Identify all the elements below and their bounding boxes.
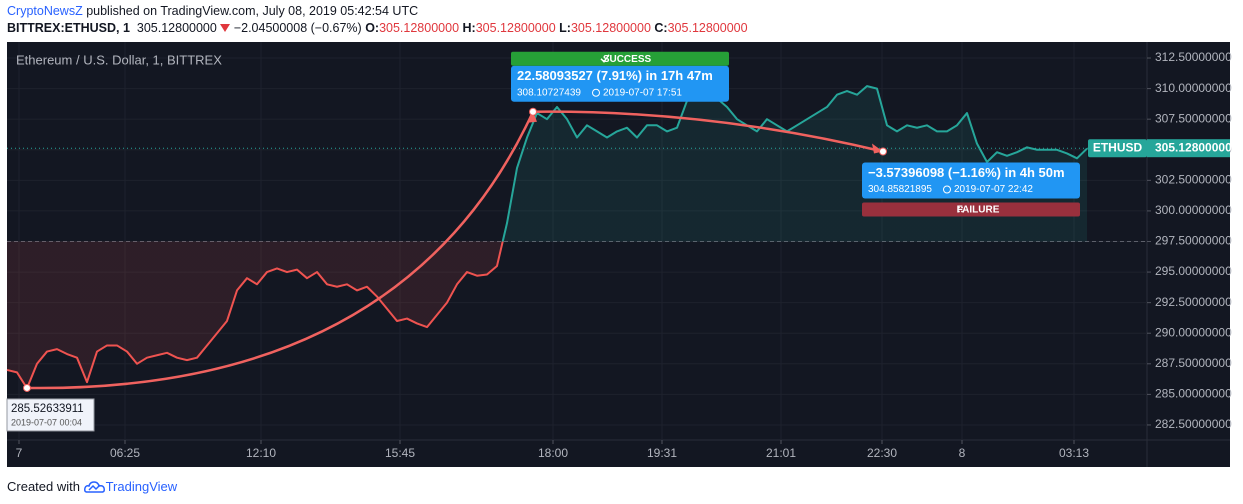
y-tick-label: 290.00000000 bbox=[1155, 325, 1232, 339]
start-label-box bbox=[6, 398, 95, 432]
ohlc-value: 305.12800000 bbox=[667, 21, 748, 35]
y-tick-label: 310.00000000 bbox=[1155, 81, 1232, 95]
ohlc-value: 305.12800000 bbox=[379, 21, 460, 35]
check-icon bbox=[600, 54, 610, 63]
x-tick-label: 21:01 bbox=[766, 446, 796, 460]
chart: 282.50000000 285.00000000 287.50000000 290.… bbox=[6, 42, 1232, 467]
start-price: 285.52633911 bbox=[11, 403, 84, 415]
failure-icon bbox=[961, 206, 963, 209]
x-tick-label: 8 bbox=[959, 446, 966, 460]
x-tick-label: 22:30 bbox=[867, 446, 897, 460]
header-line-2: BITTREX:ETHUSD, 1 305.12800000 −2.045000… bbox=[7, 21, 748, 35]
change-text: 22.58093527 (7.91%) in 17h 47m bbox=[517, 68, 713, 83]
brand-name[interactable]: TradingView bbox=[105, 479, 178, 494]
header-line-1: CryptoNewsZ published on TradingView.com… bbox=[7, 4, 418, 18]
brand-logo bbox=[83, 480, 105, 493]
projection-arrow bbox=[26, 111, 535, 390]
target-date: 2019-07-07 22:42 bbox=[954, 184, 1033, 195]
failure-icon bbox=[958, 206, 960, 209]
x-tick-label: 19:31 bbox=[647, 446, 677, 460]
y-tick-label: 297.50000000 bbox=[1155, 234, 1232, 248]
author-link[interactable]: CryptoNewsZ bbox=[7, 4, 83, 18]
series-name: ETHUSD bbox=[1093, 140, 1143, 154]
x-tick-label: 12:10 bbox=[246, 446, 276, 460]
last-price-label: 305.12800000 bbox=[1155, 140, 1232, 154]
failure-icon bbox=[961, 210, 963, 213]
status-box bbox=[511, 51, 729, 66]
target-price: 308.10727439 bbox=[517, 87, 581, 98]
y-tick-label: 282.50000000 bbox=[1155, 417, 1232, 431]
ohlc-label: C: bbox=[654, 21, 668, 35]
info-box bbox=[862, 162, 1080, 199]
baseline-area bbox=[7, 86, 1087, 389]
x-tick-label: 03:13 bbox=[1059, 446, 1089, 460]
ohlc-label: L: bbox=[559, 21, 571, 35]
x-tick-label: 15:45 bbox=[385, 446, 415, 460]
y-tick-label: 307.50000000 bbox=[1155, 111, 1232, 125]
ohlc-label: H: bbox=[462, 21, 476, 35]
chart-title: Ethereum / U.S. Dollar, 1, BITTREX bbox=[16, 52, 222, 67]
y-tick-label: 300.00000000 bbox=[1155, 203, 1232, 217]
y-tick-label: 287.50000000 bbox=[1155, 356, 1232, 370]
header-price: 305.12800000 bbox=[136, 21, 217, 35]
x-tick-label: 06:25 bbox=[110, 446, 140, 460]
header-change: −2.04500008 (−0.67%) bbox=[233, 21, 362, 35]
anchor-point bbox=[879, 147, 887, 156]
ohlc-label: O: bbox=[365, 21, 380, 35]
failure-icon bbox=[958, 210, 960, 213]
clock-icon bbox=[592, 88, 600, 97]
projection-arrow bbox=[532, 110, 884, 153]
published-text: published on TradingView.com, July 08, 2… bbox=[82, 4, 419, 18]
change-text: −3.57396098 (−1.16%) in 4h 50m bbox=[868, 165, 1065, 180]
start-date: 2019-07-07 00:04 bbox=[11, 417, 82, 427]
ohlc-value: 305.12800000 bbox=[570, 21, 651, 35]
target-price: 304.85821895 bbox=[868, 184, 932, 195]
anchor-point bbox=[23, 383, 31, 392]
x-tick-label: 7 bbox=[16, 446, 23, 460]
y-tick-label: 295.00000000 bbox=[1155, 264, 1232, 278]
symbol: BITTREX:ETHUSD, 1 bbox=[7, 21, 130, 35]
y-tick-label: 292.50000000 bbox=[1155, 295, 1232, 309]
status-box bbox=[862, 202, 1080, 217]
footer: Created with TradingView bbox=[7, 479, 177, 494]
y-tick-label: 312.50000000 bbox=[1155, 50, 1232, 64]
last-price-box bbox=[1147, 139, 1230, 158]
info-box bbox=[511, 65, 729, 102]
anchor-point bbox=[529, 107, 537, 116]
arrow-head bbox=[527, 111, 537, 123]
clock-icon bbox=[943, 185, 951, 194]
x-tick-label: 18:00 bbox=[538, 446, 568, 460]
series-name-box bbox=[1088, 139, 1147, 158]
y-tick-label: 285.00000000 bbox=[1155, 387, 1232, 401]
price-line bbox=[6, 85, 1088, 390]
y-tick-label: 302.50000000 bbox=[1155, 173, 1232, 187]
down-icon bbox=[220, 24, 231, 32]
status-text: SUCCESS bbox=[603, 54, 652, 65]
target-date: 2019-07-07 17:51 bbox=[603, 87, 682, 98]
created-with: Created with bbox=[7, 479, 84, 494]
ohlc: O:305.12800000 H:305.12800000 L:305.1280… bbox=[365, 21, 747, 35]
ohlc-value: 305.12800000 bbox=[475, 21, 556, 35]
status-text: FAILURE bbox=[957, 205, 1000, 216]
